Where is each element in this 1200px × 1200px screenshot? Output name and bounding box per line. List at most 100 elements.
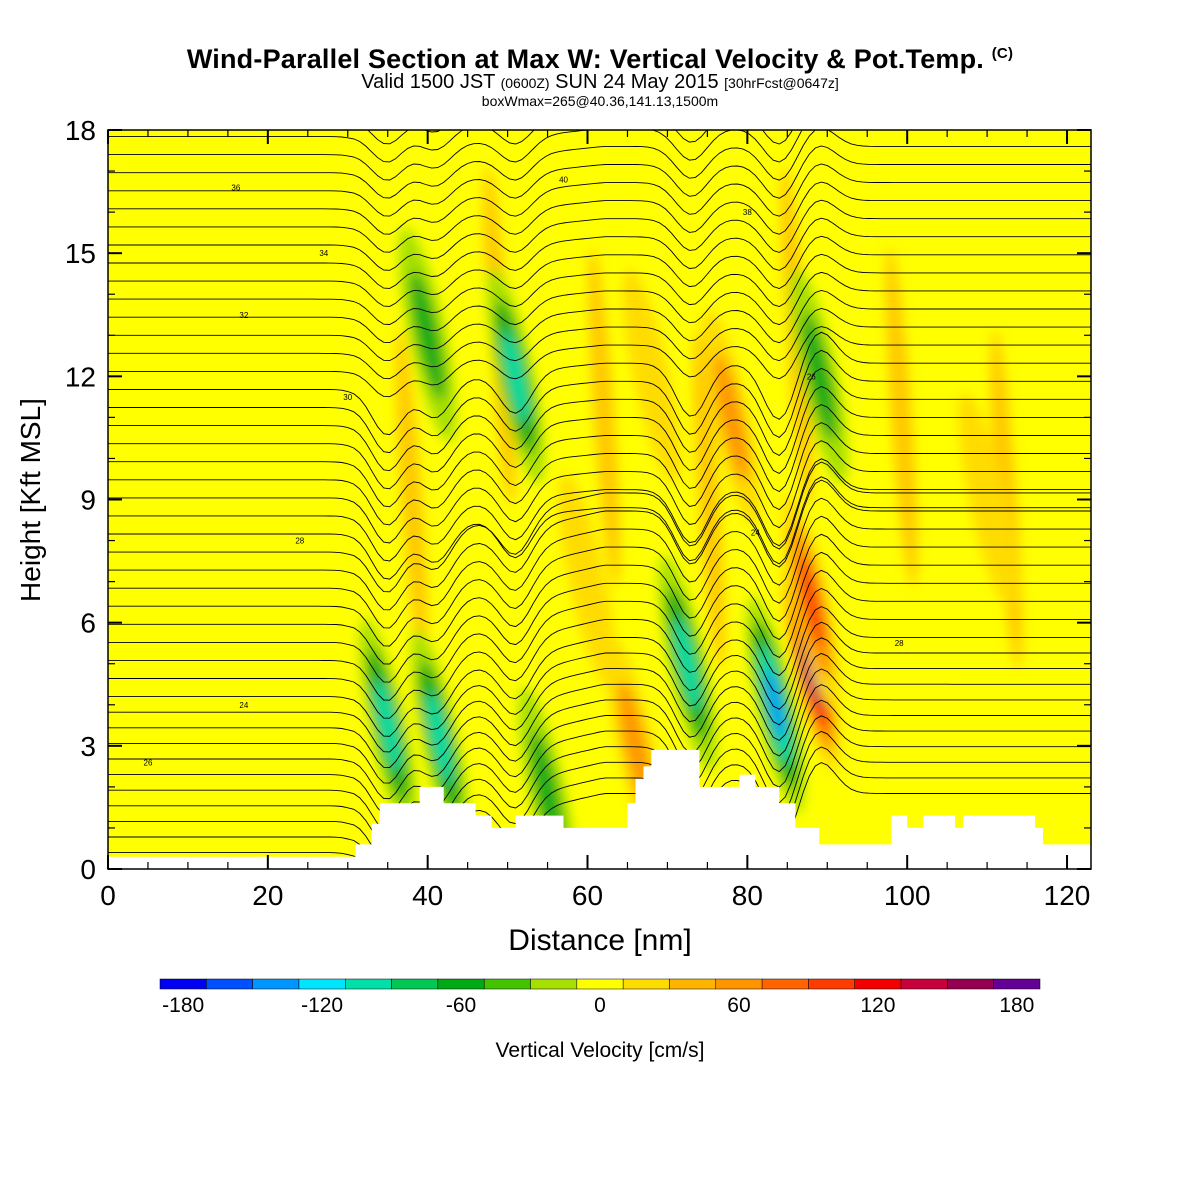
- colorbar-swatch: [993, 978, 1041, 990]
- isentrope-line: [108, 385, 1091, 490]
- valid-time: Valid 1500 JST: [361, 71, 496, 93]
- isentrope-line: [108, 730, 1091, 862]
- isentrope-line: [108, 606, 1091, 737]
- chart-subtitle: Valid 1500 JST (0600Z) SUN 24 May 2015 […: [0, 71, 1200, 94]
- isentrope-line: [108, 458, 1091, 562]
- isentrope-line: [108, 440, 1091, 544]
- isentrope-line: [108, 56, 1091, 126]
- isentrope-line: [108, 145, 1091, 217]
- isentrope-line: [108, 130, 1091, 199]
- isentrope-label: 36: [231, 183, 240, 192]
- y-tick-label: 3: [80, 731, 96, 762]
- colorbar-swatch: [298, 978, 346, 990]
- isentrope-line: [108, 515, 1091, 647]
- isentrope-line: [108, 331, 1091, 436]
- isentrope-line: [108, 271, 1091, 344]
- isentrope-line: [108, 163, 1091, 235]
- isentrope-line: [108, 668, 1091, 800]
- colorbar-swatch: [159, 978, 207, 990]
- y-axis-label: Height [Kft MSL]: [15, 398, 46, 602]
- colorbar-swatch: [530, 978, 578, 990]
- wave-band: [396, 329, 428, 670]
- isentrope-line: [108, 637, 1091, 768]
- isentrope-line: [108, 479, 1091, 611]
- colorbar-label: Vertical Velocity [cm/s]: [496, 1039, 705, 1062]
- valid-date: SUN 24 May 2015: [555, 71, 719, 93]
- isentrope-line: [108, 621, 1091, 753]
- velocity-cell: [410, 270, 445, 400]
- copyright-mark: (C): [991, 45, 1014, 62]
- velocity-cell: [622, 268, 681, 484]
- isentrope-line: [108, 130, 793, 163]
- isentrope-line: [108, 326, 1091, 398]
- isentrope-line: [108, 715, 1091, 846]
- wave-band: [693, 329, 725, 670]
- velocity-cell: [958, 391, 1016, 608]
- colorbar: [159, 978, 1041, 990]
- velocity-cell: [558, 473, 617, 690]
- isentrope-line: [108, 404, 1091, 508]
- isentrope-label: 28: [295, 537, 304, 546]
- isentrope-line: [108, 476, 1091, 580]
- isentrope-label: 26: [807, 372, 816, 381]
- x-tick-label: 20: [252, 880, 283, 911]
- colorbar-swatch: [669, 978, 717, 990]
- colorbar-tick-label: -180: [162, 994, 204, 1017]
- x-axis-label: Distance [nm]: [508, 924, 691, 957]
- isentrope-line: [108, 290, 1091, 362]
- colorbar-tick-label: -120: [301, 994, 343, 1017]
- colorbar-swatch: [576, 978, 624, 990]
- velocity-cell: [427, 691, 453, 784]
- isentrope-line: [108, 422, 1091, 526]
- chart-title: Wind-Parallel Section at Max W: Vertical…: [0, 44, 1200, 75]
- box-info: boxWmax=265@40.36,141.13,1500m: [481, 93, 719, 109]
- isentrope-line: [108, 551, 1091, 683]
- y-tick-label: 0: [80, 854, 96, 885]
- isentrope-label: 30: [343, 393, 352, 402]
- isentrope-line: [108, 199, 1091, 271]
- isentrope-line: [108, 130, 803, 181]
- plot-area: 24 26 28 30 32 34 36 38 40 24 26 28: [108, 56, 1091, 869]
- wave-band: [837, 330, 879, 669]
- colorbar-swatch: [206, 978, 253, 990]
- y-tick-label: 6: [80, 608, 96, 639]
- colorbar-swatch: [252, 978, 300, 990]
- colorbar-swatch: [900, 978, 948, 990]
- x-tick-label: 100: [884, 880, 931, 911]
- velocity-cell: [798, 555, 824, 649]
- isentrope-label: 28: [895, 639, 904, 648]
- colorbar-swatch: [947, 978, 994, 990]
- isentrope-label: 24: [239, 701, 248, 710]
- y-tick-label: 18: [65, 115, 96, 146]
- colorbar-tick-label: -60: [446, 994, 476, 1017]
- isentrope-line: [108, 699, 1091, 831]
- colorbar-swatch: [437, 978, 485, 990]
- colorbar-swatch: [391, 978, 439, 990]
- colorbar-swatch: [761, 978, 809, 990]
- isentrope-label: 24: [751, 528, 760, 537]
- isentrope-line: [108, 533, 1091, 665]
- isentrope-line: [108, 746, 1091, 869]
- isentrope-line: [108, 587, 1091, 719]
- x-axis: 0 20 40 60 80 100 120: [100, 130, 1090, 911]
- isentrope-label: 26: [144, 758, 153, 767]
- isentrope-line: [108, 217, 1091, 289]
- isentrope-line: [108, 652, 1091, 784]
- velocity-cell: [675, 617, 700, 710]
- x-tick-label: 40: [412, 880, 443, 911]
- isentropes: 24 26 28 30 32 34 36 38 40 24 26 28: [108, 56, 1091, 869]
- y-tick-label: 12: [65, 361, 96, 392]
- colorbar-tick-label: 0: [594, 994, 606, 1017]
- colorbar-swatch: [622, 978, 670, 990]
- isentrope-line: [108, 235, 1091, 307]
- x-tick-label: 120: [1044, 880, 1091, 911]
- colorbar-tick-label: 120: [860, 994, 895, 1017]
- isentrope-label: 38: [743, 208, 752, 217]
- isentrope-label: 34: [319, 249, 328, 258]
- velocity-cell: [503, 330, 528, 423]
- isentrope-label: 32: [239, 311, 248, 320]
- colorbar-swatch: [345, 978, 392, 990]
- isentrope-line: [108, 762, 1091, 869]
